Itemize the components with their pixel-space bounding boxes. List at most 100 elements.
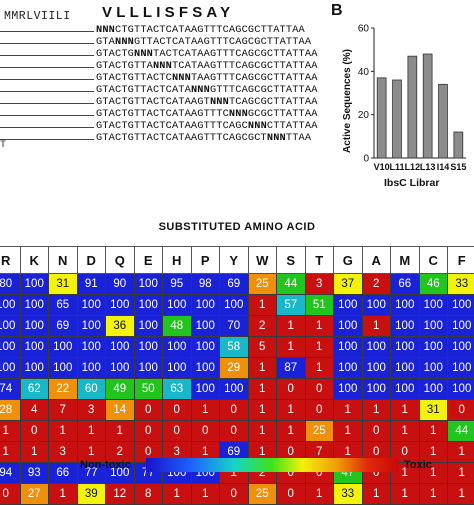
heatmap-cell: 1	[77, 421, 106, 442]
bar-i14	[438, 83, 448, 159]
heatmap-cell: 1	[334, 421, 363, 442]
heatmap-cell: 100	[220, 379, 249, 400]
heatmap-cell: 100	[191, 337, 220, 358]
heatmap-cell: 100	[134, 358, 163, 379]
amino-acid-header: MMRLVIILI VLLLISFSAY	[4, 4, 230, 24]
y-tick-label: 20	[358, 110, 370, 121]
heatmap-cell: 100	[334, 379, 363, 400]
heatmap-cell: 25	[305, 421, 334, 442]
heatmap-cell: 0	[220, 400, 249, 421]
legend-toxic-label: Toxic	[404, 459, 432, 471]
heatmap-cell: 100	[419, 337, 448, 358]
column-header-d: D	[77, 246, 106, 274]
heatmap-cell: 1	[391, 484, 420, 505]
heatmap-cell: 69	[220, 274, 249, 295]
x-tick-label: V10	[374, 162, 390, 172]
bar-l11	[392, 79, 402, 159]
heatmap-cell: 1	[0, 421, 21, 442]
heatmap-cell: 1	[362, 316, 391, 337]
heatmap-cell: 1	[334, 400, 363, 421]
heatmap-cell: 100	[334, 337, 363, 358]
heatmap-cell: 100	[419, 295, 448, 316]
column-header-q: Q	[106, 246, 135, 274]
heatmap-cell: 0	[305, 400, 334, 421]
heatmap-cell: 0	[362, 421, 391, 442]
heatmap-cell: 100	[134, 337, 163, 358]
heatmap-cell: 5	[248, 337, 277, 358]
heatmap-cell: 100	[0, 358, 21, 379]
heatmap-cell: 1	[362, 484, 391, 505]
heatmap-cell: 1	[391, 421, 420, 442]
heatmap-cell: 4	[20, 400, 49, 421]
heatmap-cell: 100	[0, 295, 21, 316]
randomized-codon: NNN	[96, 24, 115, 36]
heatmap-cell: 1	[77, 442, 106, 463]
heatmap-cell: 1	[163, 484, 192, 505]
bar-l13	[422, 53, 433, 159]
heatmap-cell: 100	[20, 295, 49, 316]
column-header-w: W	[248, 246, 277, 274]
heatmap-cell: 100	[49, 337, 78, 358]
heatmap-cell: 100	[191, 316, 220, 337]
randomized-codon: NNN	[171, 72, 191, 84]
heatmap-cell: 66	[391, 274, 420, 295]
heatmap-cell: 100	[0, 316, 21, 337]
heatmap-cell: 33	[334, 484, 363, 505]
sequence-row: GTACTGTTACTCNNNTAAGTTTCAGCGCTTATTAA	[96, 72, 318, 84]
sequence-guide-line	[0, 91, 94, 92]
heatmap-cell: 74	[0, 379, 21, 400]
column-header-t: T	[305, 246, 334, 274]
heatmap-cell: 1	[419, 421, 448, 442]
y-tick-label: 60	[358, 24, 370, 35]
heatmap-cell: 100	[448, 316, 474, 337]
heatmap-cell: 100	[77, 295, 106, 316]
sequence-guide-line	[0, 103, 94, 104]
heatmap-cell: 63	[163, 379, 192, 400]
heatmap-cell: 60	[77, 379, 106, 400]
heatmap-cell: 1	[248, 295, 277, 316]
sequence-footer: T	[0, 140, 7, 151]
sequence-guide-line	[0, 115, 94, 116]
heatmap-cell: 8	[134, 484, 163, 505]
heatmap-cell: 1	[277, 400, 306, 421]
randomized-codon: NNN	[247, 120, 267, 132]
heatmap-cell: 69	[49, 316, 78, 337]
heatmap-cell: 0	[163, 421, 192, 442]
heatmap-cell: 70	[220, 316, 249, 337]
heatmap-cell: 100	[134, 316, 163, 337]
heatmap-cell: 33	[448, 274, 474, 295]
sequence-row: GTACTGTTACTCATAAGTTTCAGCGCTNNNTTAA	[96, 132, 312, 144]
heatmap-cell: 3	[77, 400, 106, 421]
heatmap-cell: 100	[163, 337, 192, 358]
heatmap-cell: 0	[134, 421, 163, 442]
heatmap-cell: 100	[391, 337, 420, 358]
column-header-h: H	[163, 246, 192, 274]
heatmap-cell: 100	[20, 358, 49, 379]
heatmap-cell: 100	[362, 379, 391, 400]
column-header-k: K	[20, 246, 49, 274]
heatmap-cell: 100	[77, 316, 106, 337]
heatmap-cell: 58	[220, 337, 249, 358]
y-tick-label: 40	[358, 67, 370, 78]
bar-v10	[376, 77, 387, 159]
heatmap-cell: 0	[448, 400, 474, 421]
x-tick-label: L11	[389, 162, 404, 172]
x-tick-label: I14	[437, 162, 450, 172]
heatmap-cell: 3	[49, 442, 78, 463]
heatmap-title: SUBSTITUTED AMINO ACID	[158, 221, 316, 233]
heatmap-cell: 90	[106, 274, 135, 295]
column-header-y: Y	[220, 246, 249, 274]
heatmap-cell: 2	[362, 274, 391, 295]
randomized-codon: NNN	[228, 108, 248, 120]
sequence-row: GTACTGTTACTCATAAGTTTCAGCNNNCTTATTAA	[96, 120, 318, 132]
heatmap-cell: 100	[77, 358, 106, 379]
heatmap-cell: 1	[277, 421, 306, 442]
randomized-codon: NNN	[209, 96, 229, 108]
heatmap-cell: 100	[419, 358, 448, 379]
heatmap-cell: 22	[49, 379, 78, 400]
toxicity-color-scale	[146, 458, 398, 472]
heatmap-cell: 0	[277, 484, 306, 505]
heatmap-cell: 48	[163, 316, 192, 337]
heatmap-cell: 95	[163, 274, 192, 295]
